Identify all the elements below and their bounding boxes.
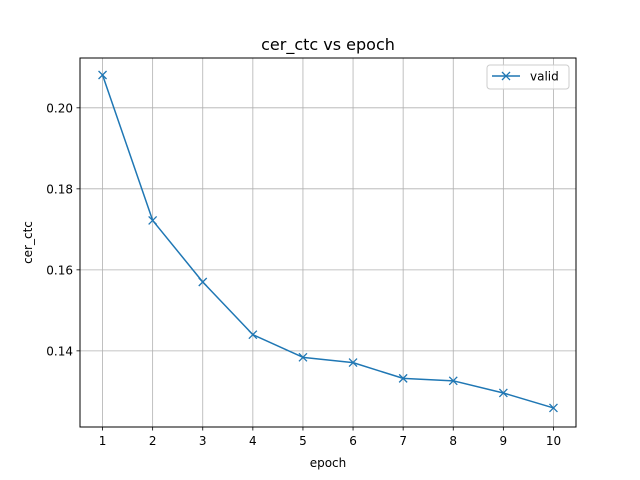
data-point-marker: [98, 70, 108, 80]
y-axis-label: cer_ctc: [21, 221, 35, 264]
series-layer: [98, 70, 558, 413]
x-tick-label: 3: [199, 434, 207, 448]
x-tick-label: 10: [546, 434, 561, 448]
series-line-valid: [101, 74, 554, 409]
x-tick-label: 9: [500, 434, 508, 448]
x-axis-label: epoch: [310, 456, 347, 470]
y-tick-label: 0.16: [46, 263, 73, 277]
y-tick-label: 0.18: [46, 182, 73, 196]
x-tick-label: 2: [149, 434, 157, 448]
data-point-marker: [298, 352, 308, 362]
y-tick-label: 0.14: [46, 344, 73, 358]
data-point-marker: [498, 388, 508, 398]
data-point-marker: [348, 358, 358, 368]
legend-box: [486, 64, 570, 90]
data-point-marker: [198, 277, 208, 287]
plot-frame: [79, 57, 577, 428]
x-tick-label: 7: [399, 434, 407, 448]
legend-marker-x: [501, 71, 511, 81]
x-tick-label: 5: [299, 434, 307, 448]
legend: valid: [486, 64, 570, 90]
x-tick-label: 4: [249, 434, 257, 448]
data-point-marker: [398, 373, 408, 383]
chart-title: cer_ctc vs epoch: [261, 35, 395, 55]
x-tick-label: 6: [349, 434, 357, 448]
y-tick-label: 0.20: [46, 101, 73, 115]
data-point-marker: [448, 376, 458, 386]
ticks: 1 2 3 4 5 6 7 8 9 10 0.14 0.16 0.18 0.20: [46, 101, 561, 448]
legend-label: valid: [530, 70, 559, 84]
grid: [80, 58, 576, 427]
x-tick-label: 8: [449, 434, 457, 448]
data-point-marker: [248, 330, 258, 340]
data-point-marker: [148, 215, 158, 225]
data-point-marker: [548, 403, 558, 413]
x-tick-label: 1: [99, 434, 107, 448]
